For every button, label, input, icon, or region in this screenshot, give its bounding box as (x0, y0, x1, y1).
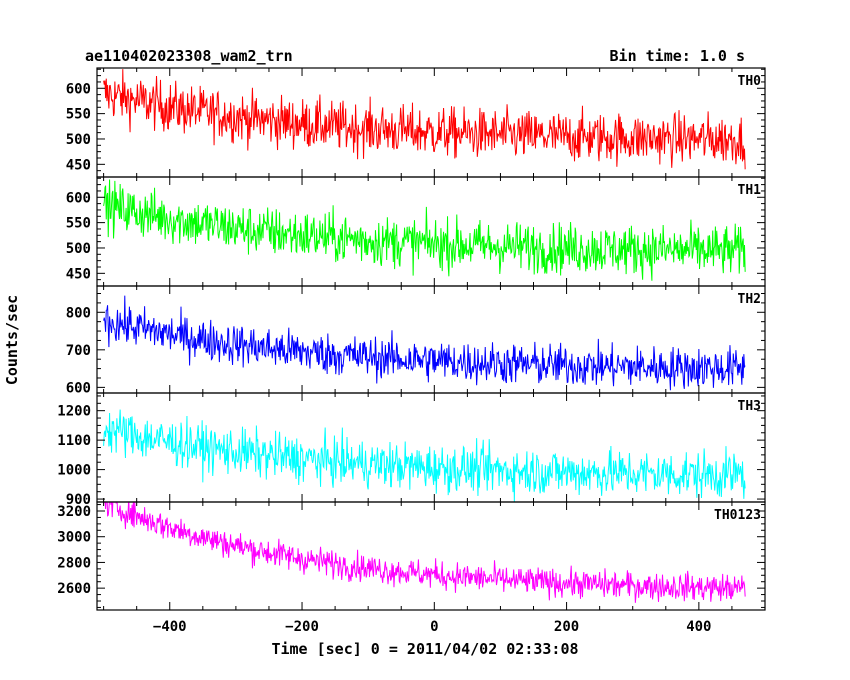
panels-group: 450 500 550 600 TH0 450 500 550 600 TH1 600 700 800 T… (57, 67, 766, 635)
y-tick-label: 3200 (57, 504, 91, 520)
x-tick-label: 200 (554, 619, 579, 635)
y-tick-label: 2800 (57, 555, 91, 571)
y-tick-label: 3000 (57, 530, 91, 546)
y-tick-label: 1100 (57, 433, 91, 449)
panel-label-th1: TH1 (738, 183, 762, 198)
panel-th0: 450 500 550 600 TH0 (66, 67, 766, 178)
y-tick-label: 900 (66, 492, 91, 508)
y-tick-label: 550 (66, 107, 91, 123)
series-line-th2 (103, 295, 746, 391)
panel-label-th2: TH2 (738, 292, 761, 307)
x-tick-label: 0 (430, 619, 438, 635)
y-tick-label: 550 (66, 216, 91, 232)
panel-frame (96, 501, 766, 611)
y-tick-label: 600 (66, 380, 91, 396)
series-line-th1 (103, 179, 746, 281)
chart-title-right: Bin time: 1.0 s (610, 47, 745, 65)
y-tick-label: 500 (66, 241, 91, 257)
panel-th1: 450 500 550 600 TH1 (66, 176, 766, 287)
series-line-th0 (103, 69, 746, 170)
y-tick-label: 600 (66, 81, 91, 97)
y-tick-label: 1200 (57, 404, 91, 420)
panel-th0123: 2600 2800 3000 3200 TH0123 (57, 501, 766, 611)
y-tick-label: 500 (66, 132, 91, 148)
series-line-th0123 (103, 502, 746, 603)
x-axis-label: Time [sec] 0 = 2011/04/02 02:33:08 (271, 640, 578, 658)
y-tick-label: 450 (66, 157, 91, 173)
y-tick-label: 1000 (57, 463, 91, 479)
series-line-th3 (103, 409, 746, 502)
y-axis-label: Counts/sec (3, 295, 21, 385)
panel-th3: 900 1000 1100 1200 TH3 (57, 392, 766, 508)
y-tick-label: 600 (66, 190, 91, 206)
panel-label-th3: TH3 (738, 399, 761, 414)
y-tick-label: 800 (66, 305, 91, 321)
y-tick-label: 700 (66, 343, 91, 359)
y-tick-label: 450 (66, 266, 91, 282)
panel-th2: 600 700 800 TH2 (66, 285, 766, 396)
x-tick-label: −200 (285, 619, 319, 635)
panel-frame (96, 67, 766, 178)
chart-title-left: ae110402023308_wam2_trn (85, 47, 293, 65)
x-tick-label: −400 (153, 619, 187, 635)
panel-label-th0: TH0 (738, 74, 762, 89)
x-tick-label: 400 (686, 619, 711, 635)
panel-label-th0123: TH0123 (714, 508, 761, 523)
y-tick-label: 2600 (57, 581, 91, 597)
